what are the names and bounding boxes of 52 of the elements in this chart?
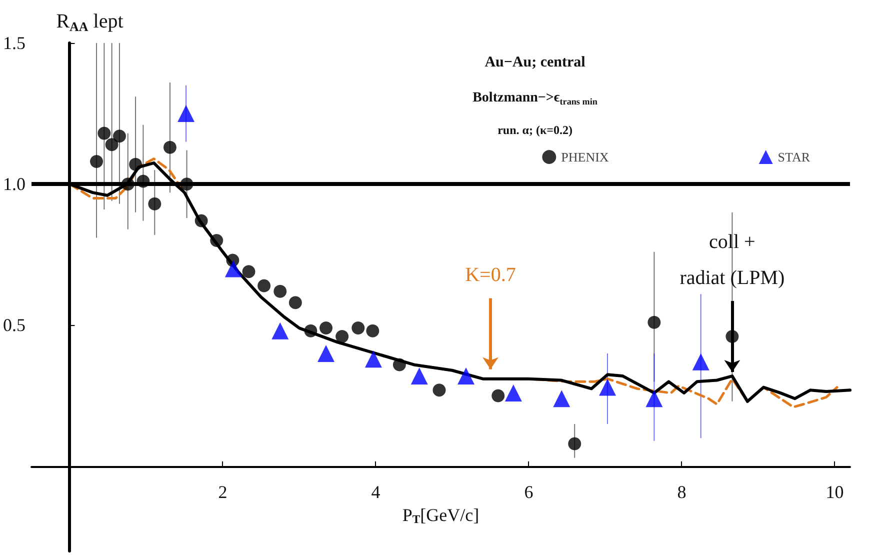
point — [178, 105, 195, 122]
point — [492, 389, 505, 402]
point — [320, 322, 333, 335]
point — [432, 384, 446, 397]
point — [599, 378, 616, 396]
x-tick-label: 10 — [826, 482, 844, 502]
legend-label: STAR — [778, 150, 810, 164]
point — [410, 368, 428, 385]
point — [105, 138, 118, 152]
point — [194, 214, 208, 228]
point — [304, 324, 318, 338]
point — [210, 234, 224, 248]
point — [180, 178, 194, 191]
point — [163, 140, 176, 154]
point — [272, 322, 289, 340]
point — [568, 437, 582, 450]
point — [553, 390, 570, 408]
x-tick-label: 8 — [677, 482, 686, 502]
point — [392, 358, 406, 372]
y-tick-label: 1.5 — [3, 33, 26, 53]
point — [364, 350, 382, 368]
point — [352, 322, 365, 335]
point — [224, 260, 242, 278]
point — [648, 316, 661, 329]
annotation: K=0.7 — [465, 264, 516, 286]
point — [336, 330, 349, 344]
point — [258, 279, 271, 292]
point — [457, 368, 474, 385]
y-tick-label: 0.5 — [3, 315, 26, 336]
text: Au−Au; central — [484, 54, 586, 70]
point — [504, 384, 522, 402]
point — [121, 178, 134, 191]
point — [288, 296, 302, 310]
point — [148, 197, 162, 210]
point — [274, 284, 287, 298]
y-tick-label: 1.0 — [3, 174, 26, 194]
point — [98, 126, 111, 140]
point — [646, 390, 663, 408]
point — [90, 155, 104, 168]
point — [692, 353, 710, 370]
x-tick-label: 2 — [218, 482, 228, 502]
x-tick-label: 4 — [371, 482, 380, 502]
legend-label: PHENIX — [561, 150, 610, 164]
point — [366, 324, 380, 338]
point — [726, 330, 739, 344]
point — [112, 130, 126, 143]
point — [318, 344, 335, 362]
point — [242, 265, 256, 278]
annotation: run. α; (κ=0.2) — [498, 123, 572, 137]
point — [136, 174, 150, 188]
x-tick-label: 6 — [524, 482, 534, 502]
point — [129, 158, 142, 171]
